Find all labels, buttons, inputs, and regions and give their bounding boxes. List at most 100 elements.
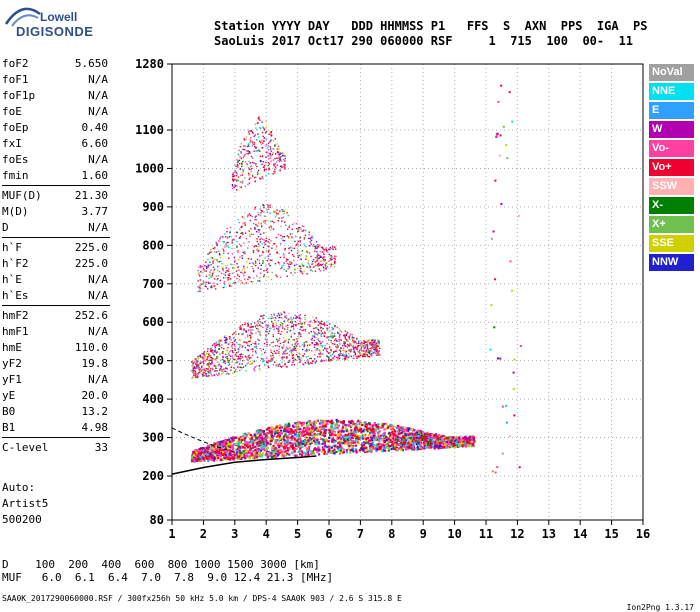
echo-point bbox=[301, 450, 303, 452]
echo-point bbox=[312, 335, 313, 336]
echo-point bbox=[257, 430, 259, 432]
echo-point bbox=[222, 237, 223, 238]
echo-point bbox=[276, 237, 277, 238]
echo-point bbox=[277, 329, 278, 330]
echo-point bbox=[243, 452, 245, 454]
echo-point bbox=[370, 350, 371, 351]
echo-point bbox=[272, 346, 273, 347]
echo-point bbox=[365, 447, 367, 449]
echo-point bbox=[375, 436, 377, 438]
echo-point bbox=[300, 441, 302, 443]
x-tick-label: 7 bbox=[357, 527, 364, 541]
echo-point bbox=[454, 437, 456, 439]
echo-point bbox=[219, 373, 220, 374]
echo-point bbox=[223, 242, 224, 243]
echo-point bbox=[304, 342, 305, 343]
echo-point bbox=[263, 433, 265, 435]
echo-point bbox=[362, 430, 364, 432]
echo-point bbox=[391, 425, 393, 427]
echo-point bbox=[202, 272, 203, 273]
echo-point bbox=[290, 330, 291, 331]
echo-point bbox=[252, 444, 254, 446]
echo-point bbox=[378, 341, 379, 342]
echo-point bbox=[395, 436, 397, 438]
echo-point bbox=[219, 442, 221, 444]
echo-point bbox=[343, 449, 345, 451]
echo-point bbox=[393, 448, 395, 450]
echo-point bbox=[294, 265, 295, 266]
echo-point bbox=[273, 222, 274, 223]
echo-point bbox=[269, 213, 270, 214]
echo-point bbox=[423, 442, 425, 444]
echo-point bbox=[221, 347, 222, 348]
echo-point bbox=[322, 260, 323, 261]
echo-point bbox=[391, 444, 393, 446]
echo-point bbox=[325, 438, 327, 440]
x-tick-label: 4 bbox=[263, 527, 270, 541]
echo-point bbox=[375, 353, 376, 354]
echo-point bbox=[255, 207, 256, 208]
echo-point bbox=[278, 320, 279, 321]
echo-point bbox=[261, 223, 262, 224]
echo-point bbox=[297, 317, 298, 318]
echo-point bbox=[251, 266, 252, 267]
echo-point bbox=[200, 355, 201, 356]
echo-point bbox=[215, 366, 216, 367]
echo-point bbox=[247, 267, 248, 268]
echo-point bbox=[220, 459, 222, 461]
echo-point bbox=[321, 321, 322, 322]
echo-point bbox=[391, 431, 393, 433]
echo-point bbox=[355, 426, 357, 428]
echo-point bbox=[284, 428, 286, 430]
echo-point bbox=[256, 246, 257, 247]
echo-point bbox=[351, 437, 353, 439]
echo-point bbox=[271, 436, 273, 438]
echo-point bbox=[298, 443, 300, 445]
echo-point bbox=[329, 361, 330, 362]
echo-point bbox=[354, 428, 356, 430]
echo-point bbox=[221, 273, 222, 274]
echo-point bbox=[303, 422, 305, 424]
echo-point bbox=[248, 330, 249, 331]
echo-point bbox=[228, 247, 229, 248]
echo-point bbox=[301, 259, 302, 260]
echo-point bbox=[278, 333, 279, 334]
echo-point bbox=[269, 227, 270, 228]
echo-point bbox=[304, 317, 305, 318]
echo-point bbox=[333, 249, 334, 250]
echo-point bbox=[272, 353, 273, 354]
echo-point bbox=[413, 440, 415, 442]
echo-point bbox=[283, 210, 284, 211]
echo-point bbox=[372, 428, 374, 430]
echo-point bbox=[291, 250, 292, 251]
echo-point bbox=[364, 421, 366, 423]
echo-point bbox=[294, 364, 295, 365]
echo-point bbox=[237, 232, 238, 233]
echo-point bbox=[279, 211, 280, 212]
echo-point bbox=[195, 363, 196, 364]
echo-point bbox=[216, 343, 217, 344]
echo-point bbox=[349, 421, 351, 423]
echo-point bbox=[231, 345, 232, 346]
echo-point bbox=[240, 346, 241, 347]
echo-point bbox=[455, 446, 457, 448]
echo-point bbox=[264, 216, 265, 217]
echo-point bbox=[352, 440, 354, 442]
echo-point bbox=[290, 263, 291, 264]
echo-point bbox=[259, 319, 260, 320]
echo-point bbox=[266, 329, 267, 330]
echo-point bbox=[413, 442, 415, 444]
echo-point bbox=[196, 358, 197, 359]
echo-point bbox=[227, 356, 228, 357]
echo-point bbox=[264, 439, 266, 441]
echo-point bbox=[215, 365, 216, 366]
echo-point bbox=[242, 234, 243, 235]
echo-point bbox=[230, 227, 231, 228]
echo-point bbox=[338, 425, 340, 427]
echo-point bbox=[264, 449, 266, 451]
echo-point bbox=[292, 247, 293, 248]
echo-point bbox=[255, 351, 256, 352]
echo-point bbox=[319, 333, 320, 334]
echo-point bbox=[329, 346, 330, 347]
echo-point bbox=[234, 348, 235, 349]
